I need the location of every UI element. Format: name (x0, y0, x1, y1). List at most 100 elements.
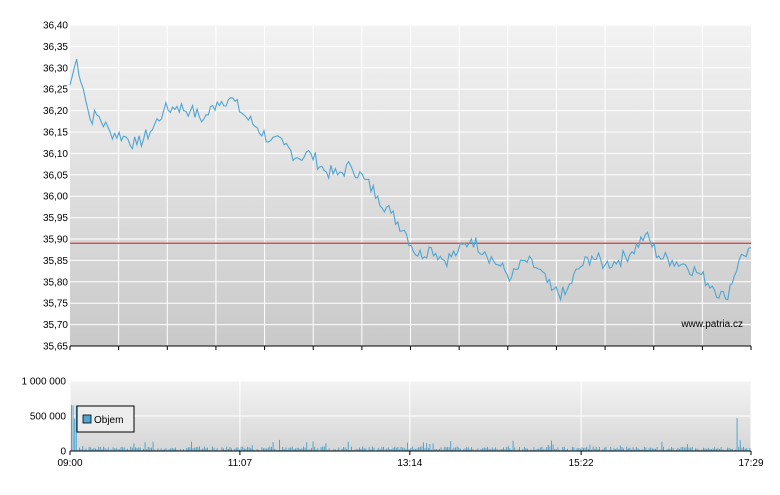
volume-bar (455, 448, 456, 452)
volume-bar (321, 447, 322, 451)
price-y-tick-label: 36,25 (43, 85, 68, 96)
volume-bar (401, 447, 402, 451)
volume-y-tick-label: 1 000 000 (22, 377, 67, 388)
volume-bar (113, 447, 114, 451)
volume-bar (593, 447, 594, 451)
volume-bar (269, 447, 270, 452)
volume-bar (743, 447, 744, 451)
price-y-tick-label: 36,15 (43, 128, 68, 139)
volume-bar (548, 445, 549, 451)
volume-bar (138, 448, 139, 451)
volume-bar (633, 447, 634, 451)
volume-bar (605, 447, 606, 451)
volume-bar (383, 447, 384, 451)
volume-bar (197, 447, 198, 451)
volume-bar (714, 447, 715, 451)
volume-bar (292, 447, 293, 451)
price-y-tick-label: 36,05 (43, 170, 68, 181)
price-y-tick-label: 35,70 (43, 320, 68, 331)
volume-x-tick-label: 09:00 (57, 458, 82, 469)
volume-bar (445, 447, 446, 451)
volume-bar (484, 448, 485, 452)
volume-bar (671, 447, 672, 451)
volume-bar (636, 447, 637, 451)
volume-bar (241, 447, 242, 451)
price-y-tick-label: 35,80 (43, 277, 68, 288)
volume-bar (429, 444, 430, 451)
volume-bar (738, 447, 739, 451)
volume-bar (82, 446, 83, 451)
volume-bar (189, 447, 190, 451)
price-x-ticks (70, 346, 751, 350)
volume-bar (199, 447, 200, 451)
volume-bar (418, 447, 419, 451)
volume-bar (313, 441, 314, 451)
volume-bar (737, 418, 738, 451)
volume-bar (188, 447, 189, 451)
volume-bar (252, 445, 253, 451)
volume-bar (348, 442, 349, 451)
volume-bar (412, 447, 413, 451)
volume-bar (145, 442, 146, 451)
volume-bar (692, 447, 693, 451)
volume-bar (175, 448, 176, 451)
volume-bar (468, 448, 469, 451)
volume-bar (372, 447, 373, 452)
volume-bar (740, 440, 741, 451)
volume-bar (626, 447, 627, 452)
volume-bar (397, 447, 398, 451)
volume-bar (98, 447, 99, 451)
volume-bar (306, 442, 307, 451)
volume-bar (268, 448, 269, 451)
volume-bar (621, 447, 622, 451)
volume-bar (249, 447, 250, 451)
volume-legend: Objem (77, 406, 134, 432)
volume-bar (599, 447, 600, 451)
volume-bar (519, 447, 520, 451)
volume-bar (133, 443, 134, 451)
volume-bar (322, 447, 323, 452)
volume-bar (457, 447, 458, 452)
volume-bar (620, 446, 621, 452)
price-y-tick-label: 36,40 (43, 21, 68, 32)
volume-bar (108, 448, 109, 452)
volume-bar (373, 448, 374, 452)
volume-bar (207, 448, 208, 451)
volume-bar (153, 442, 154, 451)
legend-swatch (83, 415, 91, 423)
volume-bar (681, 447, 682, 451)
volume-bar (100, 447, 101, 451)
volume-bar (645, 447, 646, 451)
volume-bar (124, 448, 125, 451)
volume-bar (242, 447, 243, 451)
volume-bar (89, 447, 90, 451)
volume-bar (447, 447, 448, 451)
volume-x-tick-label: 17:29 (738, 458, 763, 469)
volume-bar (140, 448, 141, 452)
volume-bar (421, 447, 422, 452)
price-y-tick-label: 36,35 (43, 42, 68, 53)
volume-bar (466, 447, 467, 451)
volume-bar (541, 447, 542, 451)
volume-bar (551, 441, 552, 451)
volume-bar (282, 447, 283, 451)
price-y-tick-label: 36,30 (43, 63, 68, 74)
legend-label: Objem (94, 415, 123, 426)
volume-y-tick-label: 500 000 (30, 412, 67, 423)
volume-bar (402, 448, 403, 452)
price-y-tick-label: 35,75 (43, 299, 68, 310)
volume-x-tick-label: 15:22 (569, 458, 594, 469)
volume-bar (121, 447, 122, 451)
volume-bar (191, 442, 192, 451)
volume-bar (557, 447, 558, 451)
volume-bar (226, 447, 227, 452)
volume-bar (351, 447, 352, 451)
volume-x-tick-label: 11:07 (228, 458, 253, 469)
volume-bar (345, 448, 346, 452)
volume-bar (273, 442, 274, 451)
volume-bar (524, 447, 525, 451)
volume-bar (684, 448, 685, 451)
